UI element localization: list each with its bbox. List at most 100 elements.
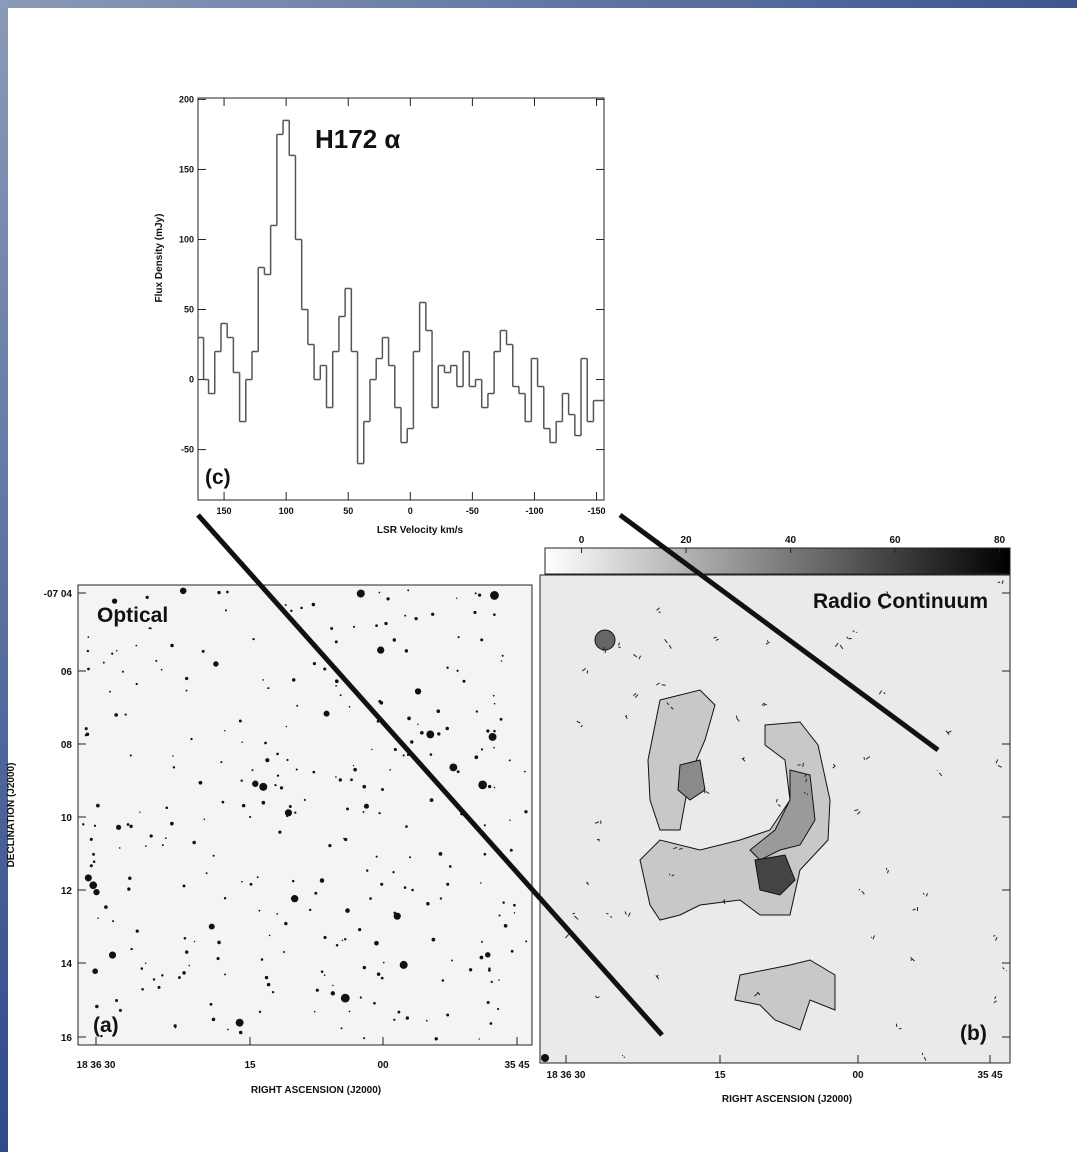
x-tick-label: 100 — [279, 506, 294, 516]
star — [283, 950, 286, 953]
star — [148, 627, 151, 630]
star — [344, 837, 348, 842]
star — [478, 780, 488, 790]
star — [404, 614, 407, 617]
star — [224, 609, 228, 612]
star — [431, 937, 436, 942]
star — [238, 719, 242, 723]
noise-contour — [993, 996, 997, 1004]
star — [174, 1027, 177, 1029]
star — [177, 976, 181, 979]
star — [340, 1027, 343, 1030]
star — [183, 937, 187, 940]
star — [312, 662, 317, 666]
noise-contour — [870, 935, 876, 940]
star — [252, 780, 259, 787]
star — [480, 940, 483, 943]
star — [429, 798, 434, 803]
chart-title: H172 α — [315, 124, 400, 154]
star — [284, 604, 287, 606]
star — [157, 985, 161, 989]
star — [446, 666, 449, 669]
star — [348, 1010, 351, 1013]
star — [489, 1022, 493, 1025]
noise-contour — [621, 1054, 626, 1058]
star — [164, 837, 167, 840]
star — [486, 729, 490, 733]
noise-contour — [624, 911, 631, 917]
star — [205, 872, 208, 875]
optical-image — [77, 584, 533, 1046]
star — [251, 769, 254, 772]
star — [457, 636, 460, 639]
star — [140, 967, 144, 970]
star — [362, 590, 365, 593]
star — [320, 970, 324, 973]
star — [483, 824, 486, 827]
star — [226, 1028, 229, 1031]
star — [201, 649, 205, 653]
panel-label: (b) — [960, 1022, 987, 1045]
star — [276, 913, 279, 915]
noise-contour — [572, 912, 579, 920]
colorbar — [544, 547, 1011, 575]
x-tick-label: 00 — [377, 1060, 389, 1071]
star — [217, 590, 221, 595]
star — [312, 770, 316, 774]
star — [295, 768, 298, 771]
x-tick-label: 15 — [244, 1060, 256, 1071]
star — [308, 908, 312, 912]
star — [190, 737, 193, 741]
star — [451, 959, 454, 962]
slide-top-band — [0, 0, 1077, 8]
noise-contour — [878, 690, 886, 695]
star — [152, 978, 156, 981]
star — [446, 882, 450, 886]
star — [241, 803, 246, 808]
star — [434, 1037, 438, 1041]
noise-contour — [656, 607, 661, 613]
noise-contour — [797, 762, 804, 767]
y-tick-label: -07 04 — [44, 589, 73, 600]
star — [135, 644, 138, 647]
star — [353, 767, 357, 772]
star — [449, 763, 458, 772]
star — [439, 897, 443, 900]
star — [161, 974, 164, 977]
star — [173, 1024, 177, 1028]
noise-contour — [722, 899, 726, 905]
star — [483, 852, 487, 856]
noise-contour — [624, 714, 628, 720]
star — [323, 710, 330, 717]
star — [480, 748, 484, 751]
noise-contour — [581, 668, 589, 674]
x-tick-label: 15 — [714, 1070, 726, 1081]
star — [345, 908, 350, 913]
optical-panel — [77, 584, 533, 1046]
star — [209, 1002, 213, 1006]
star — [135, 682, 138, 686]
star — [126, 823, 130, 826]
star — [334, 679, 339, 684]
star — [271, 991, 275, 994]
star — [235, 1018, 244, 1027]
star — [344, 938, 347, 941]
star — [328, 843, 332, 848]
star — [89, 864, 93, 868]
star — [426, 730, 435, 739]
star — [335, 943, 339, 947]
star — [403, 886, 407, 889]
star — [165, 806, 169, 810]
star — [503, 923, 508, 928]
star — [92, 968, 98, 975]
star — [84, 727, 88, 731]
star — [334, 640, 338, 644]
contour — [754, 854, 796, 896]
colorbar-tick-label: 0 — [579, 535, 585, 546]
star — [115, 999, 119, 1003]
star — [89, 837, 93, 841]
star — [513, 912, 516, 914]
star — [509, 819, 511, 821]
star — [323, 667, 327, 671]
